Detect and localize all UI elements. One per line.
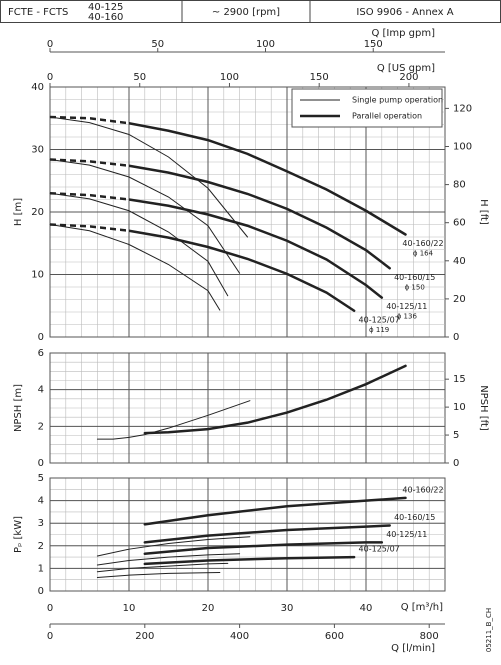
header-model: 40-125: [88, 2, 123, 13]
y-tick-label: 6: [38, 348, 44, 359]
curve-label: 40-125/07: [359, 545, 400, 554]
curve: [48, 115, 407, 236]
curve: [96, 553, 241, 566]
y-axis-label: H [m]: [13, 198, 24, 226]
curve: [143, 524, 391, 544]
y2-axis-label: H [ft]: [478, 199, 489, 225]
legend-label: Parallel operation: [352, 112, 422, 121]
y-tick-label: 0: [38, 332, 44, 343]
curve-note: ϕ 164: [413, 250, 434, 258]
secondary-tick-label: 100: [256, 39, 275, 50]
secondary-tick-label: 0: [47, 39, 53, 50]
curve: [143, 496, 407, 526]
y-tick-label: 2: [38, 421, 44, 432]
curve-label: 40-160/15: [394, 513, 435, 522]
x-tick-label: 0: [47, 603, 53, 614]
curve-note: ϕ 150: [405, 283, 425, 291]
header-speed: ~ 2900 [rpm]: [212, 7, 280, 18]
curve: [49, 116, 248, 238]
secondary-tick-label: 150: [364, 39, 383, 50]
curve: [96, 562, 229, 573]
curve-label: 40-125/11: [386, 302, 427, 311]
y-tick-label: 4: [38, 496, 44, 507]
curve: [96, 571, 221, 578]
curve: [48, 158, 391, 270]
y2-tick-label: 0: [453, 332, 459, 343]
header-model: 40-160: [88, 12, 123, 23]
curve: [96, 536, 251, 557]
y2-tick-label: 0: [453, 458, 459, 469]
secondary-tick-label: 600: [325, 631, 344, 642]
y-tick-label: 2: [38, 541, 44, 552]
y-tick-label: 0: [38, 458, 44, 469]
y-tick-label: 0: [38, 586, 44, 597]
x-axis-label: Q [m³/h]: [401, 602, 443, 613]
x-tick-label: 20: [202, 603, 215, 614]
y2-tick-label: 15: [453, 374, 466, 385]
curve: [143, 541, 384, 555]
figure-code: 05211_B_CH: [485, 608, 493, 652]
curve-label: 40-125/07: [359, 315, 400, 324]
y-tick-label: 20: [31, 207, 44, 218]
x-tick-label: 40: [360, 603, 373, 614]
curve: [49, 224, 221, 311]
secondary-tick-label: 150: [310, 72, 329, 83]
header-standard: ISO 9906 - Annex A: [356, 7, 453, 18]
legend-box: [291, 88, 443, 128]
y-tick-label: 5: [38, 473, 44, 484]
y2-axis-label: NPSH [ft]: [478, 385, 489, 431]
curve: [96, 400, 251, 440]
y2-tick-label: 80: [453, 180, 466, 191]
y2-tick-label: 60: [453, 218, 466, 229]
secondary-tick-label: 50: [151, 39, 164, 50]
y2-tick-label: 20: [453, 294, 466, 305]
y-tick-label: 4: [38, 385, 44, 396]
curve-label: 40-160/15: [394, 273, 435, 282]
y2-tick-label: 100: [453, 141, 472, 152]
x-tick-label: 10: [123, 603, 136, 614]
curve-note: ϕ 136: [397, 313, 418, 321]
secondary-tick-label: 200: [399, 72, 418, 83]
y2-tick-label: 5: [453, 430, 459, 441]
y-axis-label: NPSH [m]: [13, 384, 24, 432]
curve-label: 40-160/22: [402, 239, 443, 248]
secondary-axis-label: Q [l/min]: [391, 643, 435, 654]
y-tick-label: 10: [31, 270, 44, 281]
header-product: FCTE - FCTS: [8, 7, 68, 18]
x-tick-label: 30: [281, 603, 294, 614]
curve-label: 40-160/22: [402, 485, 443, 494]
secondary-axis-label: Q [US gpm]: [377, 63, 435, 74]
secondary-tick-label: 0: [47, 72, 53, 83]
curve-label: 40-125/11: [386, 530, 427, 539]
secondary-tick-label: 400: [230, 631, 249, 642]
y2-tick-label: 10: [453, 402, 466, 413]
curve: [143, 364, 407, 435]
secondary-axis-label: Q [Imp gpm]: [371, 28, 435, 39]
secondary-tick-label: 800: [420, 631, 439, 642]
y-tick-label: 30: [31, 145, 44, 156]
secondary-tick-label: 200: [135, 631, 154, 642]
curve: [49, 159, 241, 274]
curve: [48, 192, 384, 299]
y-tick-label: 1: [38, 563, 44, 574]
secondary-tick-label: 50: [133, 72, 146, 83]
secondary-tick-label: 0: [47, 631, 53, 642]
y-axis-label: Pₚ [kW]: [13, 516, 24, 553]
y2-tick-label: 120: [453, 103, 472, 114]
legend-label: Single pump operation: [352, 96, 443, 105]
curve: [143, 555, 356, 566]
secondary-tick-label: 100: [220, 72, 239, 83]
curve-note: ϕ 119: [369, 326, 389, 334]
curve: [48, 223, 356, 312]
y-tick-label: 40: [31, 82, 44, 93]
curve: [49, 192, 229, 297]
y-tick-label: 3: [38, 518, 44, 529]
y2-tick-label: 40: [453, 256, 466, 267]
